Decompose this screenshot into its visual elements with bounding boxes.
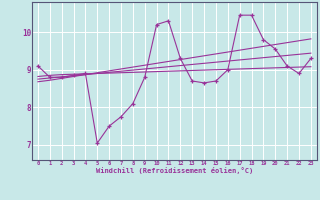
X-axis label: Windchill (Refroidissement éolien,°C): Windchill (Refroidissement éolien,°C)	[96, 167, 253, 174]
